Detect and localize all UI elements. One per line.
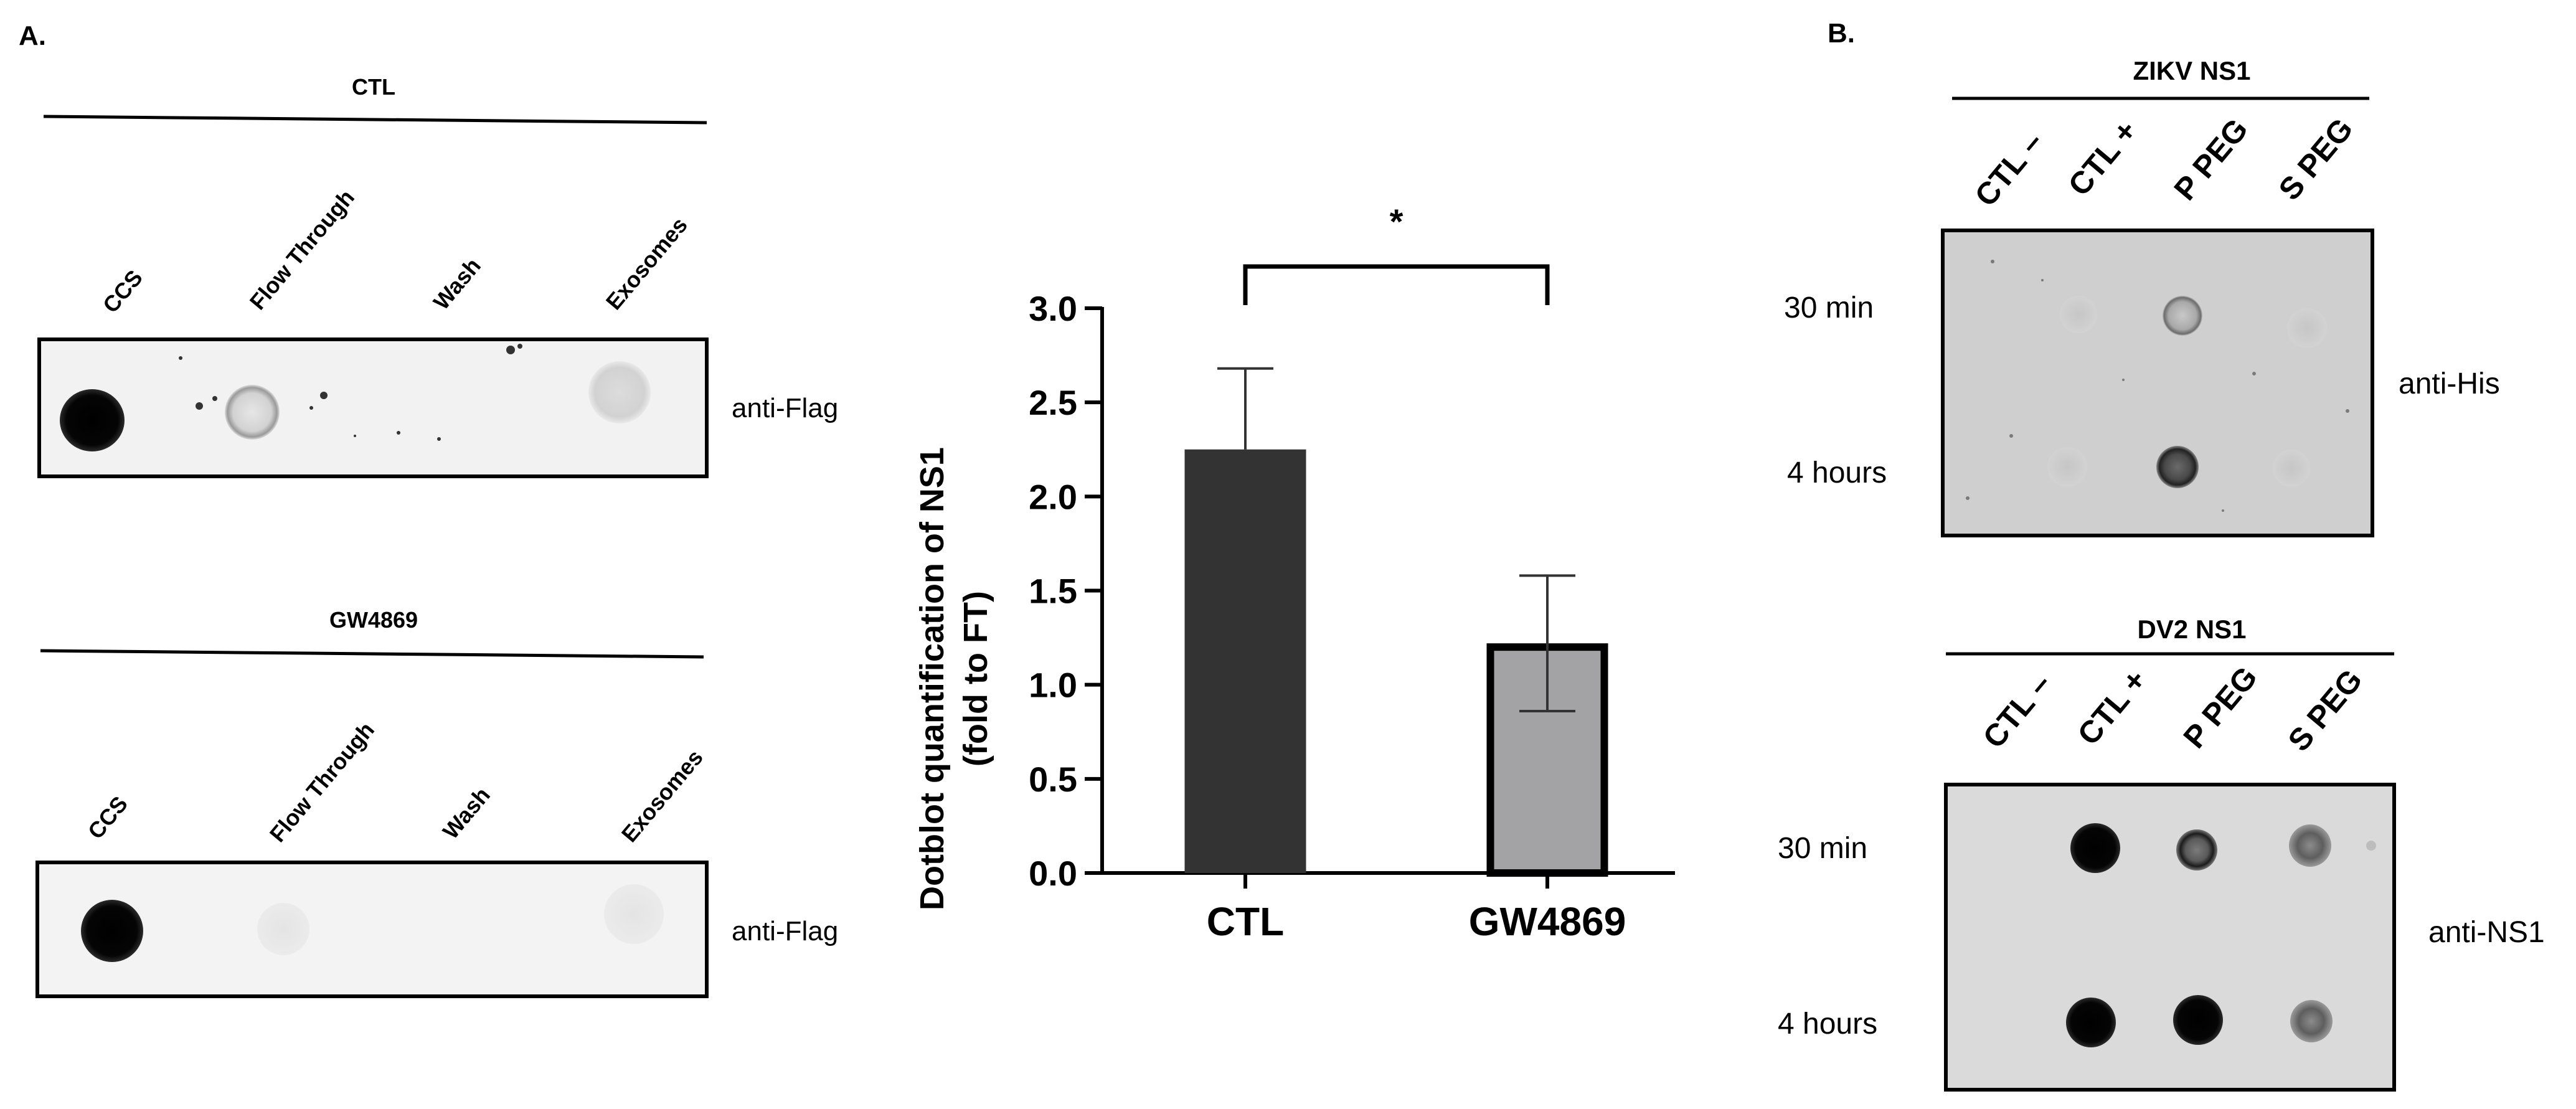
dv2-dot (2290, 1000, 2333, 1042)
y-axis: 0.0 0.5 1.0 1.5 2.0 2.5 3.0 (1029, 289, 1104, 893)
significance: * (1243, 202, 1550, 305)
ctl-lane-label: Flow Through (245, 185, 359, 315)
dv2-row-label: 4 hours (1778, 1008, 1877, 1041)
gw-dot-exosomes (604, 884, 664, 944)
x-axis: CTL GW4869 (1100, 871, 1675, 944)
ctl-antibody-label: anti-Flag (732, 393, 838, 423)
dv2-blot: DV2 NS1 CTL – CTL + P PEG S PEG 30 min 4… (1778, 615, 2545, 1092)
y-axis-label-line2: (fold to FT) (957, 591, 994, 767)
dv2-lane-label: CTL + (2071, 663, 2153, 752)
gw-group-line (40, 649, 704, 659)
gw-dot-ccs (81, 900, 143, 962)
y-tick-label: 3.0 (1029, 289, 1077, 328)
ctl-dot-flow-through (225, 385, 280, 440)
panel-a-label: A. (19, 21, 46, 51)
x-category-label: GW4869 (1469, 899, 1626, 944)
ctl-lane-label: Exosomes (601, 212, 692, 314)
zikv-dot (2273, 450, 2310, 487)
zikv-dot (2060, 296, 2097, 333)
gw-lane-label: Exosomes (616, 745, 708, 847)
panel-b-label: B. (1828, 18, 1855, 49)
gw-lane-label: Flow Through (265, 717, 379, 847)
dv2-row-label: 30 min (1778, 832, 1867, 865)
dv2-dot (2070, 823, 2120, 873)
y-tick-label: 0.0 (1029, 854, 1077, 893)
dv2-dot (2173, 995, 2223, 1045)
zikv-lane-label: CTL – (1968, 125, 2050, 213)
zikv-specks (1966, 260, 2349, 512)
zikv-dot (2287, 308, 2327, 348)
bars (1184, 367, 1608, 877)
dv2-lane-label: CTL – (1976, 666, 2059, 755)
gw-group-label: GW4869 (329, 607, 418, 633)
dv2-antibody-label: anti-NS1 (2428, 916, 2545, 949)
ctl-dot-exosomes (588, 361, 651, 423)
zikv-lane-label: P PEG (2168, 112, 2255, 207)
y-tick-label: 0.5 (1029, 760, 1077, 799)
gw-membrane (35, 861, 709, 998)
significance-star: * (1390, 202, 1404, 241)
zikv-dot (2156, 446, 2199, 488)
dv2-dot (2066, 998, 2116, 1047)
y-tick-label: 2.5 (1029, 383, 1077, 422)
dv2-dot (2176, 829, 2217, 871)
y-axis-label-line1: Dotblot quantification of NS1 (913, 447, 951, 910)
x-category-label: CTL (1207, 899, 1284, 944)
zikv-antibody-label: anti-His (2399, 367, 2500, 400)
zikv-dot (2047, 447, 2087, 487)
gw-lane-label: Wash (438, 782, 495, 844)
gw-blot: GW4869 CCS Flow Through Wash Exosomes an… (35, 607, 838, 998)
dv2-title: DV2 NS1 (2137, 615, 2246, 644)
dv2-dot (2289, 824, 2331, 867)
gw-lane-label: CCS (83, 791, 133, 844)
zikv-lane-label: CTL + (2062, 113, 2144, 202)
y-tick-label: 1.5 (1029, 572, 1077, 611)
dv2-speck (2366, 841, 2376, 851)
zikv-lane-label: S PEG (2272, 111, 2360, 207)
zikv-row-label: 30 min (1784, 291, 1874, 324)
ctl-lane-label: Wash (428, 253, 486, 314)
ctl-lane-label: CCS (98, 265, 148, 318)
zikv-membrane (1941, 229, 2374, 537)
zikv-dot (2163, 296, 2202, 336)
y-tick-label: 1.0 (1029, 666, 1077, 705)
ctl-group-line (43, 115, 707, 125)
significance-bracket (1243, 264, 1550, 305)
dv2-lane-label: S PEG (2281, 663, 2369, 758)
gw-antibody-label: anti-Flag (732, 916, 838, 946)
ctl-specks (179, 344, 522, 441)
bar-ctl (1184, 449, 1306, 873)
ctl-dot-ccs (60, 389, 125, 451)
zikv-title: ZIKV NS1 (2133, 56, 2250, 85)
dv2-membrane (1944, 783, 2396, 1092)
zikv-blot: ZIKV NS1 CTL – CTL + P PEG S PEG 30 min … (1784, 56, 2500, 537)
dv2-lane-label: P PEG (2177, 660, 2265, 755)
gw-dot-flow-through (257, 903, 309, 955)
zikv-row-label: 4 hours (1787, 456, 1887, 489)
bar-chart: 0.0 0.5 1.0 1.5 2.0 2.5 3.0 CTL GW4869 * Dotblo… (913, 202, 1675, 944)
ctl-blot: CTL CCS Flow Through Wash Exosomes anti-… (37, 74, 838, 478)
y-tick-label: 2.0 (1029, 477, 1077, 516)
ctl-group-label: CTL (352, 74, 395, 100)
